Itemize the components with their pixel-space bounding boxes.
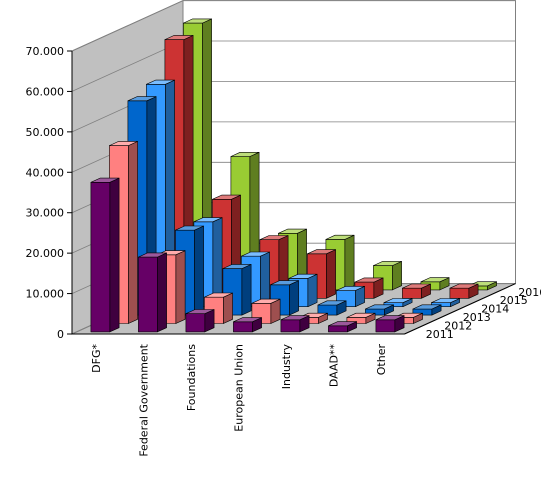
gridline [71,0,516,52]
series-label: 2013 [463,311,491,324]
category-label: Other [375,344,388,376]
z-axis-line [404,283,516,335]
category-label: DFG* [90,344,103,373]
series-label: 2016 [518,286,541,299]
bar-2013-5 [365,304,394,316]
bar-2011-1 [138,252,167,333]
category-label: European Union [232,344,245,432]
bar-2013-6 [412,304,442,316]
y-tick-label: 70.000 [26,45,65,58]
category-label: Industry [280,344,293,390]
y-tick-label: 0 [57,328,64,341]
y-tick-label: 30.000 [26,207,65,220]
series-label: 2015 [500,294,528,307]
y-tick-label: 10.000 [26,288,65,301]
series-label: 2014 [481,303,509,316]
bar-2011-3 [233,317,262,333]
y-tick-label: 40.000 [26,166,65,179]
bar-2015-6 [449,283,479,299]
y-axis: 0 10.000 20.000 30.000 40.000 50.000 60.000 70.… [26,45,516,341]
y-tick-label: 60.000 [26,85,65,98]
category-label: DAAD** [327,344,340,388]
bar-2014-4 [336,285,365,308]
bar-2011-6 [375,315,405,333]
series-label: 2012 [444,319,472,332]
series-label: 2011 [426,328,454,341]
bars [90,18,497,333]
series-labels: 201120122013201420152016 [426,286,541,341]
category-label: Federal Government [137,343,150,456]
y-tick-label: 50.000 [26,126,65,139]
bar-2015-5 [402,283,431,299]
bar-2013-4 [317,300,347,316]
bar-2011-5 [328,321,357,333]
y-tick-label: 20.000 [26,247,65,260]
bar-2011-0 [90,177,120,333]
category-label: Foundations [185,344,198,411]
bar-2011-2 [185,309,215,333]
category-labels: DFG* Federal Government Foundations Europea… [90,343,388,456]
bar-2011-4 [280,315,310,333]
